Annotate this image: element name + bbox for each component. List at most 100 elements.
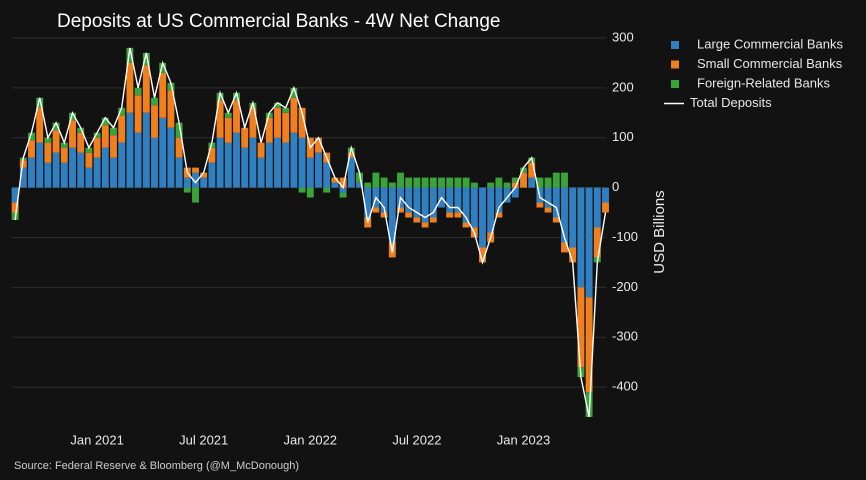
bar-segment [495, 212, 503, 218]
legend-label: Foreign-Related Banks [697, 75, 830, 90]
bar-segment [192, 172, 199, 188]
bar-segment [28, 157, 35, 188]
bar-segment [60, 147, 68, 163]
bar-segment [69, 147, 76, 188]
bar-segment [183, 177, 191, 188]
bar-segment [183, 187, 191, 193]
bar-segment [282, 107, 290, 113]
bar-segment [388, 182, 396, 188]
y-tick-label: 300 [612, 29, 634, 44]
bar-segment [331, 182, 339, 188]
bar-segment [44, 162, 52, 188]
bar-segment [69, 120, 76, 148]
bar-segment [405, 212, 413, 218]
bar-segment [413, 217, 421, 223]
bar-segment [520, 167, 527, 173]
bar-segment [60, 162, 68, 188]
bar-segment [429, 177, 437, 188]
bar-segment [487, 182, 495, 188]
bar-segment [339, 177, 347, 188]
bar-segment [438, 177, 445, 188]
y-axis-title: USD Billions [651, 190, 668, 273]
bar-segment [495, 187, 503, 213]
bar-segment [11, 187, 19, 203]
bar-segment [69, 112, 76, 121]
bar-segment [470, 182, 478, 188]
bar-segment [339, 192, 347, 198]
bar-segment [397, 207, 404, 213]
bar-segment [290, 97, 298, 133]
bar-segment [298, 107, 306, 138]
bar-segment [602, 202, 609, 213]
bar-segment [552, 217, 560, 223]
bar-segment [306, 157, 314, 188]
source: Source: Federal Reserve & Bloomberg (@M_… [14, 460, 299, 472]
bar-segment [577, 287, 585, 368]
bar-segment [364, 182, 372, 188]
bar-segment [233, 92, 240, 101]
bar-segment [511, 177, 519, 183]
bar-segment [101, 125, 109, 148]
bar-segment [454, 187, 462, 213]
bar-segment [528, 162, 536, 178]
bar-segment [44, 137, 52, 143]
bar-segment [93, 157, 101, 188]
bar-segment [224, 142, 232, 188]
bar-segment [151, 105, 158, 138]
bar-segment [536, 177, 544, 188]
bar-segment [544, 177, 552, 188]
bar-segment [536, 202, 544, 208]
x-tick-label: Jan 2021 [70, 432, 124, 447]
bar-segment [298, 137, 306, 188]
legend-label: Total Deposits [690, 95, 772, 110]
bar-segment [159, 62, 167, 73]
bar-segment [479, 247, 486, 263]
bar-segment [200, 172, 208, 178]
bar-segment [118, 142, 126, 188]
bar-segment [142, 65, 150, 113]
bar-segment [265, 117, 273, 143]
bar-segment [167, 127, 175, 188]
bar-segment [380, 187, 388, 213]
bar-segment [77, 152, 85, 188]
bar-segment [323, 187, 331, 193]
bar-segment [356, 182, 363, 188]
bar-segment [421, 177, 429, 188]
bar-segment [233, 132, 240, 188]
bar-segment [151, 137, 158, 188]
bar-segment [36, 97, 44, 108]
bar-segment [249, 137, 257, 188]
bar-segment [257, 142, 265, 158]
legend-swatch [671, 41, 679, 49]
bar-segment [429, 217, 437, 223]
bar-segment [110, 157, 117, 188]
bar-segment [52, 152, 60, 188]
bar-segment [306, 187, 314, 198]
bar-segment [462, 177, 470, 188]
bar-segment [413, 177, 421, 188]
legend-label: Small Commercial Banks [697, 56, 843, 71]
bar-segment [175, 157, 183, 188]
bar-segment [454, 212, 462, 218]
bar-segment [151, 97, 158, 106]
bar-segment [561, 187, 568, 243]
y-tick-label: 100 [612, 129, 634, 144]
bar-segment [602, 187, 609, 203]
bar-segment [85, 167, 93, 188]
y-tick-label: -200 [612, 279, 638, 294]
bar-segment [36, 142, 44, 188]
bar-segment [380, 212, 388, 218]
bar-segment [11, 202, 19, 213]
bar-segment [28, 132, 35, 141]
bar-segment [192, 167, 199, 173]
y-tick-label: 0 [612, 179, 619, 194]
bar-segment [167, 82, 175, 91]
bar-segment [101, 117, 109, 126]
legend-swatch [671, 60, 679, 69]
bar-segment [126, 62, 134, 113]
bar-segment [454, 177, 462, 188]
bar-segment [118, 107, 126, 116]
bar-segment [421, 187, 429, 223]
bar-segment [380, 177, 388, 188]
